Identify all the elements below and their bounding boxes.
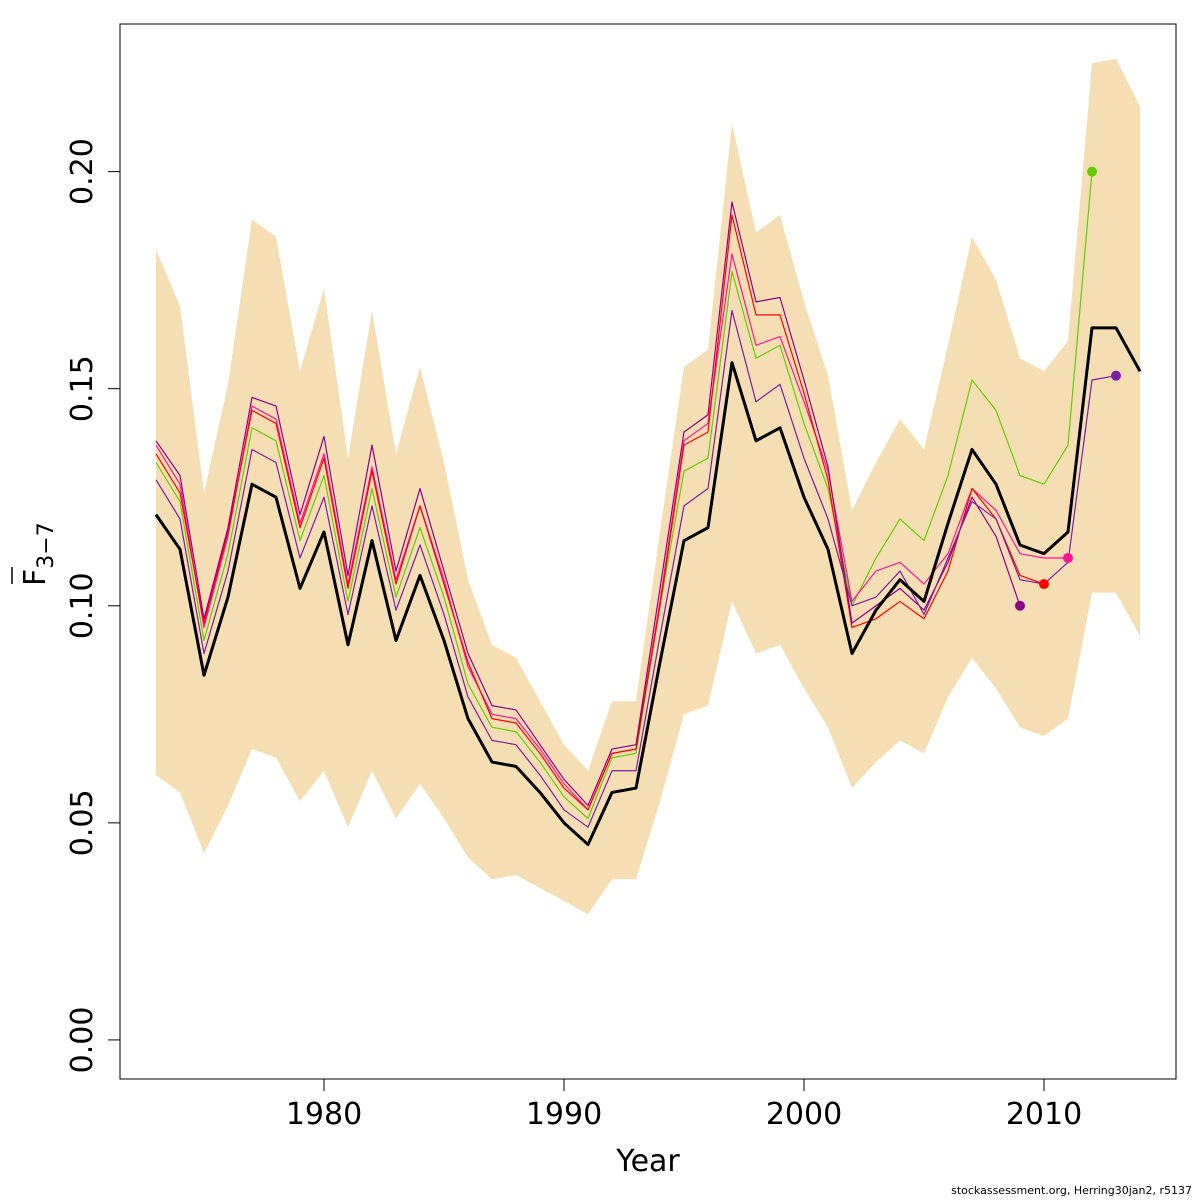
- y-axis-title: F3−7: [11, 522, 59, 586]
- series-end-point-1: [1087, 166, 1097, 177]
- series-lines: [154, 171, 1142, 847]
- x-axis-title: Year: [615, 1144, 680, 1179]
- confidence-band: [156, 58, 1140, 915]
- x-tick-label: 2000: [766, 1097, 842, 1132]
- y-tick-label: 0.20: [65, 138, 100, 205]
- y-tick-label: 0.05: [65, 789, 100, 856]
- series-end-point-5: [1111, 370, 1121, 381]
- x-tick-label: 2010: [1006, 1097, 1082, 1132]
- y-tick-label: 0.10: [65, 572, 100, 639]
- series-line-5: [155, 309, 1117, 828]
- series-line-4: [155, 201, 1021, 807]
- x-tick-label: 1980: [286, 1097, 362, 1132]
- plot-frame: [119, 23, 1177, 1080]
- series-end-point-4: [1015, 600, 1025, 611]
- series-end-point-2: [1063, 553, 1073, 564]
- series-line-0: [154, 326, 1142, 847]
- footer-credit: stockassessment.org, Herring30jan2, r513…: [951, 1184, 1192, 1197]
- y-axis-title-subscript: 3−7: [34, 522, 59, 568]
- y-axis-title-main: F: [18, 569, 53, 586]
- y-tick-label: 0.15: [65, 355, 100, 422]
- x-tick-label: 1990: [526, 1097, 602, 1132]
- svg-text:F3−7: F3−7: [18, 522, 59, 586]
- series-line-1: [155, 171, 1093, 820]
- y-axis: 0.00 0.05 0.10 0.15 0.20: [65, 138, 120, 1073]
- series-end-point-3: [1039, 579, 1049, 590]
- series-line-3: [155, 214, 1045, 811]
- series-end-markers: [1015, 166, 1121, 611]
- y-tick-label: 0.00: [65, 1007, 100, 1074]
- confidence-band-area: [156, 58, 1140, 915]
- x-axis: 1980 1990 2000 2010: [286, 1079, 1082, 1132]
